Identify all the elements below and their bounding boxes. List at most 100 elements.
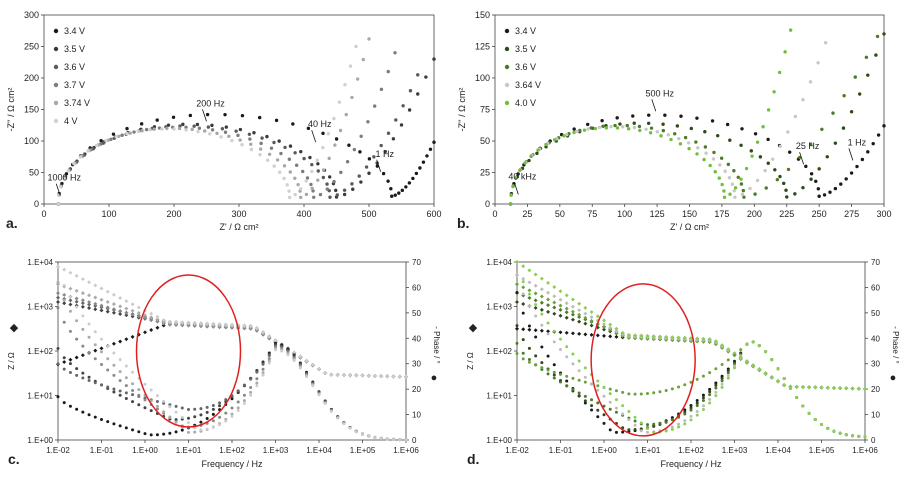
y-right-tick-label: 30: [412, 360, 421, 369]
impedance-point: [614, 334, 619, 339]
phase-point: [56, 306, 60, 310]
impedance-point: [124, 313, 129, 318]
data-point: [321, 168, 326, 172]
impedance-point: [558, 297, 563, 302]
phase-point: [621, 390, 625, 394]
data-point: [215, 131, 219, 136]
y-tick-label: 100: [24, 136, 39, 146]
phase-point: [720, 363, 724, 367]
phase-point: [546, 372, 550, 376]
phase-point: [106, 344, 110, 348]
impedance-point: [552, 285, 557, 290]
annotation-label: 1 Hz: [848, 137, 867, 147]
phase-point: [683, 408, 687, 412]
phase-point: [527, 360, 531, 364]
impedance-point: [595, 333, 600, 338]
data-point: [347, 143, 351, 147]
phase-point: [230, 412, 234, 416]
x-tick-label: 1.E+06: [852, 446, 878, 455]
data-point: [279, 151, 283, 156]
phase-point: [701, 393, 705, 397]
phase-point: [726, 358, 730, 362]
data-point: [758, 155, 763, 159]
data-point: [562, 134, 566, 138]
phase-point: [56, 280, 60, 284]
data-point: [593, 126, 597, 131]
data-point: [841, 126, 846, 130]
panel-label: b.: [457, 215, 469, 231]
data-point: [219, 135, 223, 139]
phase-point: [714, 390, 718, 394]
data-point: [321, 131, 325, 136]
impedance-point: [74, 288, 79, 293]
series-34V: [508, 113, 886, 206]
data-point: [755, 140, 760, 144]
data-point: [291, 122, 295, 126]
x-tick-label: 0: [492, 209, 497, 219]
impedance-point: [583, 305, 588, 310]
data-point: [782, 181, 786, 186]
phase-point: [230, 397, 234, 401]
y-axis-label: -Z'' / Ω cm²: [457, 88, 467, 132]
x-tick-label: 1.E+03: [722, 446, 748, 455]
phase-point: [701, 408, 705, 412]
data-point: [128, 131, 132, 135]
data-point: [777, 70, 782, 75]
data-point: [99, 138, 103, 143]
phase-point: [608, 407, 612, 411]
x-axis-label: Frequency / Hz: [201, 459, 263, 469]
impedance-point: [782, 383, 787, 387]
phase-point: [670, 427, 674, 431]
x-tick-label: 500: [361, 209, 376, 219]
data-point: [766, 137, 770, 142]
phase-point: [583, 366, 587, 370]
phase-point: [708, 401, 712, 405]
data-point: [801, 98, 805, 102]
phase-point: [336, 416, 340, 420]
data-point: [601, 124, 605, 129]
impedance-point: [155, 325, 160, 330]
phase-point: [621, 404, 625, 408]
phase-point: [323, 402, 327, 406]
data-point: [206, 125, 211, 129]
x-tick-label: 1.E-01: [90, 446, 114, 455]
data-point: [325, 182, 329, 186]
phase-point: [62, 298, 66, 302]
annotation-label: 500 Hz: [646, 88, 675, 98]
phase-point: [398, 438, 402, 442]
data-point: [299, 187, 303, 191]
y-left-tick-label: 1.E+04: [486, 258, 512, 267]
y-left-tick-label: 1.E+01: [27, 392, 53, 401]
impedance-series: [56, 282, 408, 379]
phase-point: [596, 401, 600, 405]
phase-point: [633, 419, 637, 423]
data-point: [778, 144, 782, 148]
data-point: [825, 155, 829, 159]
phase-point: [646, 430, 649, 434]
phase-point: [708, 397, 712, 401]
panel-d: 1.E-02 1.E-01 1.E+00 1.E+01 1.E+02 1.E+03 1.E+…: [466, 258, 900, 469]
phase-point: [100, 350, 103, 354]
data-point: [308, 155, 312, 160]
data-point: [732, 189, 736, 193]
data-point: [621, 125, 625, 129]
data-point: [748, 186, 752, 191]
data-point: [354, 44, 358, 49]
data-point: [294, 163, 299, 167]
impedance-point: [143, 313, 147, 318]
x-tick-label: 1.E-02: [505, 446, 529, 455]
legend-label: 3.6 V: [515, 62, 536, 72]
impedance-point: [527, 288, 532, 293]
phase-point: [546, 332, 550, 336]
data-point: [148, 128, 152, 132]
phase-point: [726, 374, 730, 378]
phase-point: [695, 409, 699, 413]
impedance-point: [583, 332, 588, 337]
data-point: [386, 131, 391, 135]
impedance-point: [161, 323, 166, 328]
impedance-point: [174, 320, 179, 325]
data-point: [552, 138, 557, 142]
impedance-point: [391, 374, 396, 379]
phase-point: [68, 362, 72, 366]
phase-point: [124, 384, 128, 388]
